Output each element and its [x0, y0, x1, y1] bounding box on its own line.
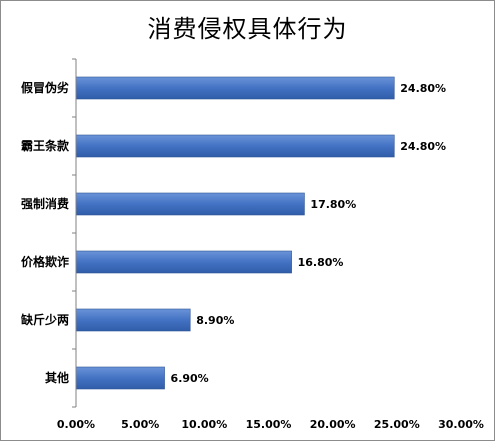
x-tick-label-5: 25.00%	[374, 418, 420, 431]
x-tick-label-0: 0.00%	[57, 418, 95, 431]
plot-area: 假冒伪劣 24.80% 霸王条款 24.80% 强制消费 17.80% 价格欺诈 16.80%…	[21, 58, 484, 431]
bar-4	[75, 308, 191, 332]
x-tick-label-3: 15.00%	[246, 418, 292, 431]
bar-0	[75, 76, 395, 100]
category-label-5: 其他	[45, 370, 69, 385]
value-label-4: 8.90%	[196, 314, 234, 327]
category-label-3: 价格欺诈	[21, 254, 69, 269]
category-label-2: 强制消费	[21, 196, 69, 211]
category-label-4: 缺斤少两	[21, 312, 69, 327]
category-label-0: 假冒伪劣	[21, 80, 69, 95]
x-tick-label-2: 10.00%	[181, 418, 227, 431]
value-label-1: 24.80%	[400, 140, 446, 153]
value-label-0: 24.80%	[400, 82, 446, 95]
value-label-5: 6.90%	[171, 372, 209, 385]
value-label-2: 17.80%	[310, 198, 356, 211]
bar-1	[75, 134, 395, 158]
x-tick-label-6: 30.00%	[438, 418, 484, 431]
x-tick-label-4: 20.00%	[310, 418, 356, 431]
category-label-1: 霸王条款	[21, 138, 70, 153]
chart-title: 消费侵权具体行为	[147, 15, 348, 43]
bar-2	[75, 192, 305, 216]
value-label-3: 16.80%	[298, 256, 344, 269]
bar-5	[75, 366, 165, 390]
x-tick-label-1: 5.00%	[121, 418, 159, 431]
bar-3	[75, 250, 292, 274]
